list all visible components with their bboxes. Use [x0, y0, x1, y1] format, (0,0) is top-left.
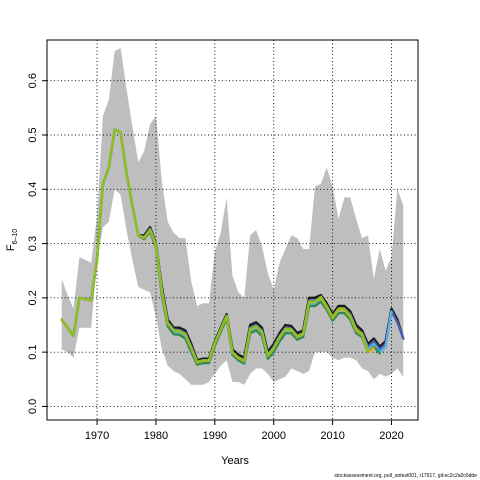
y-tick-label: 0.3 — [27, 236, 39, 251]
x-tick-label: 2020 — [379, 430, 403, 442]
plot-border — [46, 39, 419, 421]
x-tick-label: 1970 — [85, 430, 109, 442]
y-tick-label: 0.4 — [27, 182, 39, 197]
y-axis-title-main: F — [5, 244, 17, 251]
y-tick-label: 0.0 — [27, 399, 39, 414]
y-axis-title-group: F6–10 — [5, 229, 19, 251]
y-axis-title: F6–10 — [5, 229, 19, 251]
y-tick-label: 0.6 — [27, 73, 39, 88]
y-tick-label: 0.2 — [27, 290, 39, 305]
x-tick-label: 2000 — [261, 430, 285, 442]
series-lines — [60, 128, 405, 366]
confidence-band — [61, 48, 404, 385]
x-axis-title: Years — [221, 455, 249, 467]
x-tick-label: 1980 — [144, 430, 168, 442]
x-tick-label: 2010 — [320, 430, 344, 442]
footer-note: stockassessment.org, poll_antest001, r17… — [334, 473, 477, 479]
y-axis-title-subscript: 6–10 — [12, 229, 19, 245]
y-tick-label: 0.1 — [27, 344, 39, 359]
x-tick-label: 1990 — [203, 430, 227, 442]
y-tick-label: 0.5 — [27, 127, 39, 142]
confidence-band-layer — [61, 48, 404, 385]
axes: 1970 1980 1990 2000 2010 2020 0.0 0.1 0.2 0.3 0.4 0… — [27, 73, 404, 442]
series-line-6 — [60, 128, 370, 364]
